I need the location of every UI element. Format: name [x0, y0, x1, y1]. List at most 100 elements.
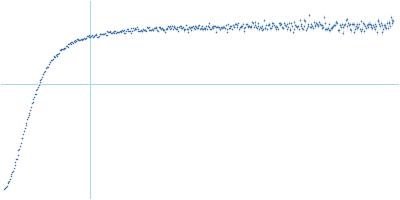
- Point: [381, 24, 387, 27]
- Point: [198, 27, 205, 30]
- Point: [377, 25, 383, 28]
- Point: [51, 55, 58, 58]
- Point: [378, 24, 385, 27]
- Point: [331, 23, 337, 27]
- Point: [135, 27, 142, 30]
- Point: [212, 25, 218, 28]
- Point: [115, 30, 122, 34]
- Point: [345, 22, 351, 25]
- Point: [368, 25, 375, 28]
- Point: [216, 28, 223, 31]
- Point: [215, 25, 221, 28]
- Point: [32, 93, 38, 96]
- Point: [253, 25, 259, 28]
- Point: [130, 27, 136, 30]
- Point: [277, 21, 284, 25]
- Point: [138, 29, 145, 32]
- Point: [84, 35, 90, 38]
- Point: [210, 26, 216, 29]
- Point: [388, 22, 395, 25]
- Point: [214, 25, 220, 28]
- Point: [218, 26, 224, 29]
- Point: [1, 187, 8, 191]
- Point: [44, 66, 50, 69]
- Point: [254, 24, 261, 27]
- Point: [160, 28, 167, 32]
- Point: [371, 23, 378, 26]
- Point: [146, 29, 152, 32]
- Point: [88, 34, 94, 37]
- Point: [220, 26, 227, 29]
- Point: [194, 25, 201, 28]
- Point: [6, 179, 12, 182]
- Point: [48, 58, 54, 62]
- Point: [370, 23, 376, 27]
- Point: [108, 31, 114, 35]
- Point: [304, 23, 311, 26]
- Point: [262, 26, 268, 29]
- Point: [364, 25, 371, 28]
- Point: [198, 26, 204, 29]
- Point: [88, 34, 95, 37]
- Point: [74, 39, 81, 42]
- Point: [234, 26, 240, 29]
- Point: [173, 27, 179, 30]
- Point: [285, 25, 291, 28]
- Point: [202, 28, 209, 31]
- Point: [223, 27, 230, 31]
- Point: [8, 175, 14, 178]
- Point: [19, 136, 26, 139]
- Point: [244, 25, 251, 28]
- Point: [333, 20, 340, 23]
- Point: [378, 21, 384, 24]
- Point: [286, 21, 292, 24]
- Point: [123, 30, 129, 33]
- Point: [40, 73, 46, 76]
- Point: [22, 126, 28, 130]
- Point: [327, 29, 333, 32]
- Point: [133, 27, 139, 31]
- Point: [280, 26, 287, 29]
- Point: [14, 157, 20, 160]
- Point: [258, 24, 265, 28]
- Point: [14, 153, 21, 156]
- Point: [8, 172, 15, 176]
- Point: [279, 26, 285, 29]
- Point: [38, 78, 44, 81]
- Point: [257, 25, 263, 28]
- Point: [169, 24, 175, 28]
- Point: [98, 33, 104, 36]
- Point: [128, 31, 134, 34]
- Point: [390, 19, 396, 23]
- Point: [284, 27, 290, 30]
- Point: [64, 44, 70, 48]
- Point: [189, 26, 196, 29]
- Point: [338, 25, 344, 29]
- Point: [47, 61, 54, 64]
- Point: [240, 30, 247, 33]
- Point: [72, 38, 78, 41]
- Point: [36, 80, 43, 84]
- Point: [121, 29, 128, 32]
- Point: [292, 23, 298, 26]
- Point: [95, 35, 101, 39]
- Point: [68, 41, 74, 44]
- Point: [156, 25, 162, 28]
- Point: [80, 37, 86, 41]
- Point: [293, 24, 299, 27]
- Point: [286, 29, 293, 32]
- Point: [288, 21, 294, 24]
- Point: [22, 123, 29, 127]
- Point: [352, 27, 358, 30]
- Point: [318, 24, 325, 27]
- Point: [195, 26, 202, 29]
- Point: [96, 32, 103, 36]
- Point: [165, 24, 171, 28]
- Point: [141, 29, 147, 32]
- Point: [328, 26, 334, 30]
- Point: [275, 27, 281, 31]
- Point: [361, 23, 368, 26]
- Point: [230, 25, 237, 28]
- Point: [25, 116, 31, 119]
- Point: [139, 29, 146, 32]
